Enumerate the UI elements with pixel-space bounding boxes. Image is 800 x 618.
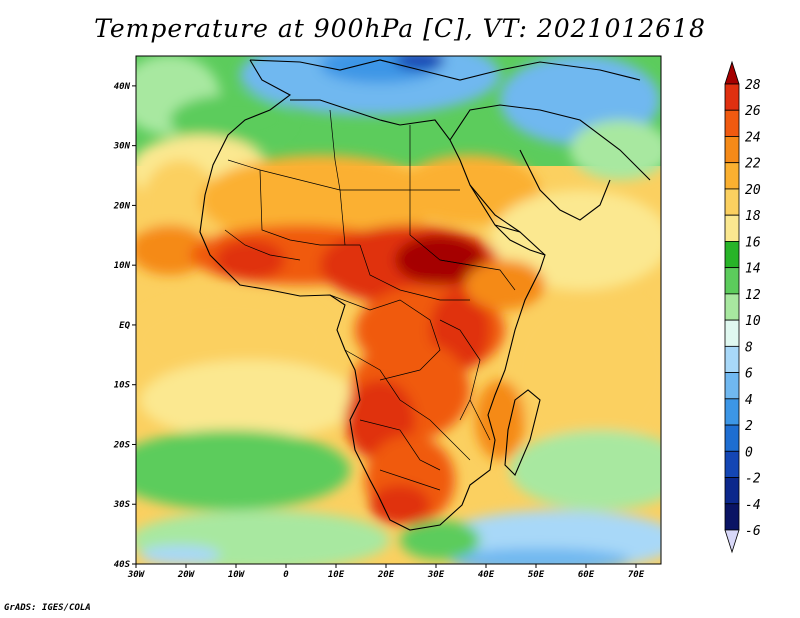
lon-tick-label: 40E — [478, 570, 495, 580]
colorbar-label: 16 — [745, 235, 761, 250]
colorbar-box — [724, 109, 740, 137]
colorbar-box — [724, 345, 740, 373]
colorbar-box — [724, 398, 740, 426]
colorbar-bottom-arrow — [724, 529, 740, 554]
footer-credit: GrADS: IGES/COLA — [4, 603, 91, 613]
lat-tick-label: 10N — [114, 261, 131, 271]
colorbar-label: 14 — [745, 262, 761, 277]
colorbar-label: 0 — [745, 445, 753, 460]
lat-tick-label: EQ — [119, 321, 130, 331]
colorbar-box — [724, 188, 740, 216]
colorbar-label: -2 — [745, 472, 761, 487]
lon-tick-label: 10E — [328, 570, 345, 580]
colorbar-label: 2 — [745, 419, 753, 434]
colorbar-label: -4 — [745, 498, 761, 513]
colorbar-label: -6 — [745, 524, 761, 539]
colorbar-label: 12 — [745, 288, 761, 303]
colorbar-label: 22 — [745, 157, 761, 172]
lat-tick-label: 30N — [113, 142, 131, 152]
lon-tick-label: 30E — [427, 570, 445, 580]
lat-tick-label: 40S — [114, 560, 131, 570]
colorbar-box — [724, 162, 740, 190]
lon-tick-label: 0 — [283, 570, 289, 580]
colorbar-label: 26 — [745, 104, 761, 119]
colorbar-label: 18 — [745, 209, 761, 224]
lat-tick-label: 20N — [113, 201, 131, 211]
map-title: Temperature at 900hPa [C], VT: 202101261… — [94, 14, 706, 43]
lon-tick-label: 50E — [528, 570, 545, 580]
lat-tick-label: 40N — [114, 82, 131, 92]
colorbar-box — [724, 136, 740, 164]
lon-tick-label: 60E — [578, 570, 595, 580]
colorbar-label: 24 — [745, 130, 761, 145]
colorbar-label: 6 — [745, 367, 753, 382]
colorbar-box — [724, 319, 740, 347]
colorbar-box — [724, 83, 740, 111]
country-borders — [224, 109, 516, 491]
coastlines — [199, 59, 651, 531]
colorbar-box — [724, 424, 740, 452]
latitude-axis: 40S 30S 20S 10S EQ 10N 20N 30N 40N — [113, 82, 136, 570]
lat-tick-label: 20S — [113, 440, 131, 450]
lat-tick-label: 30S — [113, 500, 131, 510]
colorbar-box — [724, 450, 740, 478]
lat-tick-label: 10S — [114, 381, 131, 391]
colorbar-top-arrow — [724, 60, 740, 85]
colorbar-label: 10 — [745, 314, 761, 329]
colorbar-box — [724, 503, 740, 531]
colorbar-label: 4 — [745, 393, 753, 408]
colorbar-label: 8 — [745, 340, 753, 355]
lon-tick-label: 20E — [377, 570, 395, 580]
lon-tick-label: 70E — [628, 570, 645, 580]
colorbar-box — [724, 214, 740, 242]
colorbar-label: 28 — [745, 78, 761, 93]
lon-tick-label: 30W — [127, 570, 146, 580]
temperature-field — [136, 56, 661, 564]
lon-tick-label: 20W — [177, 570, 196, 580]
longitude-axis: 30W 20W 10W 0 10E 20E 30E 40E 50E 60E 70E — [127, 564, 645, 580]
colorbar-box — [724, 477, 740, 505]
colorbar-box — [724, 241, 740, 269]
map-frame — [135, 55, 662, 565]
colorbar-label: 20 — [745, 183, 761, 198]
colorbar-box — [724, 267, 740, 295]
colorbar-box — [724, 293, 740, 321]
lon-tick-label: 10W — [228, 570, 246, 580]
colorbar-box — [724, 372, 740, 400]
